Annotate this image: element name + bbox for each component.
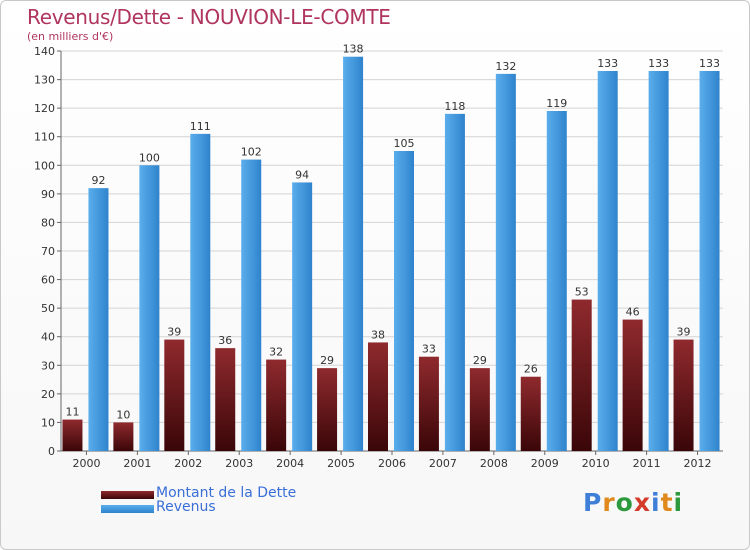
data-label-revenus: 119	[546, 97, 567, 110]
data-label-revenus: 100	[139, 151, 160, 164]
logo-letter: r	[602, 488, 616, 517]
bar-revenus	[88, 188, 109, 451]
x-tick-label: 2003	[225, 457, 253, 470]
legend-swatch-dette	[101, 491, 154, 499]
data-label-revenus: 133	[699, 57, 720, 70]
y-tick-label: 130	[34, 74, 55, 87]
y-tick-label: 110	[34, 131, 55, 144]
x-tick-label: 2010	[582, 457, 610, 470]
data-label-dette: 36	[218, 334, 232, 347]
x-tick-label: 2007	[429, 457, 457, 470]
data-label-dette: 39	[677, 326, 691, 339]
data-label-revenus: 94	[295, 168, 309, 181]
y-tick-label: 10	[41, 416, 55, 429]
chart-subtitle: (en milliers d'€)	[27, 30, 114, 43]
bar-dette	[673, 339, 694, 451]
y-tick-label: 50	[41, 302, 55, 315]
data-label-revenus: 105	[394, 137, 415, 150]
x-tick-label: 2006	[378, 457, 406, 470]
data-label-dette: 11	[65, 406, 79, 419]
data-label-revenus: 138	[343, 43, 364, 56]
data-label-revenus: 92	[91, 174, 105, 187]
bar-dette	[317, 368, 338, 451]
bar-revenus	[343, 56, 364, 451]
y-tick-label: 140	[34, 45, 55, 58]
data-label-dette: 39	[167, 326, 181, 339]
bar-dette	[418, 356, 439, 451]
y-tick-label: 20	[41, 388, 55, 401]
x-tick-label: 2012	[684, 457, 712, 470]
bar-revenus	[394, 151, 414, 451]
bar-revenus	[241, 159, 262, 452]
bar-dette	[571, 299, 592, 451]
bar-dette	[469, 368, 490, 451]
y-tick-label: 40	[41, 331, 55, 344]
y-tick-label: 90	[41, 188, 55, 201]
logo-letter: i	[651, 488, 661, 517]
data-label-dette: 29	[320, 354, 334, 367]
data-label-revenus: 132	[495, 60, 516, 73]
bar-revenus	[292, 182, 313, 451]
data-label-revenus: 118	[444, 100, 465, 113]
bar-dette	[622, 319, 643, 451]
bar-dette	[215, 348, 236, 451]
data-label-revenus: 111	[190, 120, 211, 133]
y-tick-label: 80	[41, 216, 55, 229]
logo-letter: P	[583, 488, 603, 517]
x-tick-label: 2005	[327, 457, 355, 470]
data-label-dette: 10	[116, 408, 130, 421]
logo-letter: i	[673, 488, 684, 517]
bar-revenus	[495, 73, 516, 451]
bar-revenus	[190, 133, 211, 451]
bar-revenus	[139, 165, 160, 452]
x-tick-label: 2009	[531, 457, 559, 470]
bar-revenus	[597, 71, 618, 451]
bar-dette	[266, 359, 287, 451]
x-tick-label: 2008	[480, 457, 508, 470]
y-tick-label: 70	[41, 245, 55, 258]
data-label-dette: 46	[626, 306, 640, 319]
bar-revenus	[699, 71, 720, 451]
y-tick-label: 100	[34, 159, 55, 172]
data-label-dette: 29	[473, 354, 487, 367]
bar-revenus	[546, 111, 567, 451]
x-tick-label: 2000	[72, 457, 100, 470]
logo-letter: o	[615, 488, 634, 517]
bar-dette	[113, 422, 134, 451]
data-label-dette: 53	[575, 286, 589, 299]
data-label-dette: 32	[269, 346, 283, 359]
proxiti-logo: Proxiti	[583, 488, 683, 517]
logo-letter: t	[660, 488, 674, 517]
data-label-dette: 38	[371, 328, 385, 341]
data-label-revenus: 102	[241, 146, 262, 159]
x-tick-label: 2002	[174, 457, 202, 470]
bar-revenus	[444, 113, 465, 451]
y-tick-label: 0	[48, 445, 55, 458]
legend-label-revenus: Revenus	[156, 499, 216, 515]
logo-letter: x	[633, 488, 651, 517]
bar-dette	[62, 419, 83, 451]
x-tick-label: 2004	[276, 457, 304, 470]
bar-dette	[368, 342, 388, 451]
legend-swatch-revenus	[101, 505, 154, 513]
legend-label-dette: Montant de la Dette	[156, 485, 297, 501]
data-label-dette: 33	[422, 343, 436, 356]
bar-dette	[520, 376, 541, 451]
bar-revenus	[648, 71, 669, 451]
y-tick-label: 30	[41, 359, 55, 372]
x-tick-label: 2011	[633, 457, 661, 470]
y-tick-label: 120	[34, 102, 55, 115]
data-label-revenus: 133	[597, 57, 618, 70]
bar-dette	[164, 339, 185, 451]
chart-title: Revenus/Dette - NOUVION-LE-COMTE	[27, 5, 391, 29]
data-label-revenus: 133	[648, 57, 669, 70]
x-tick-label: 2001	[123, 457, 151, 470]
y-tick-label: 60	[41, 274, 55, 287]
data-label-dette: 26	[524, 363, 538, 376]
